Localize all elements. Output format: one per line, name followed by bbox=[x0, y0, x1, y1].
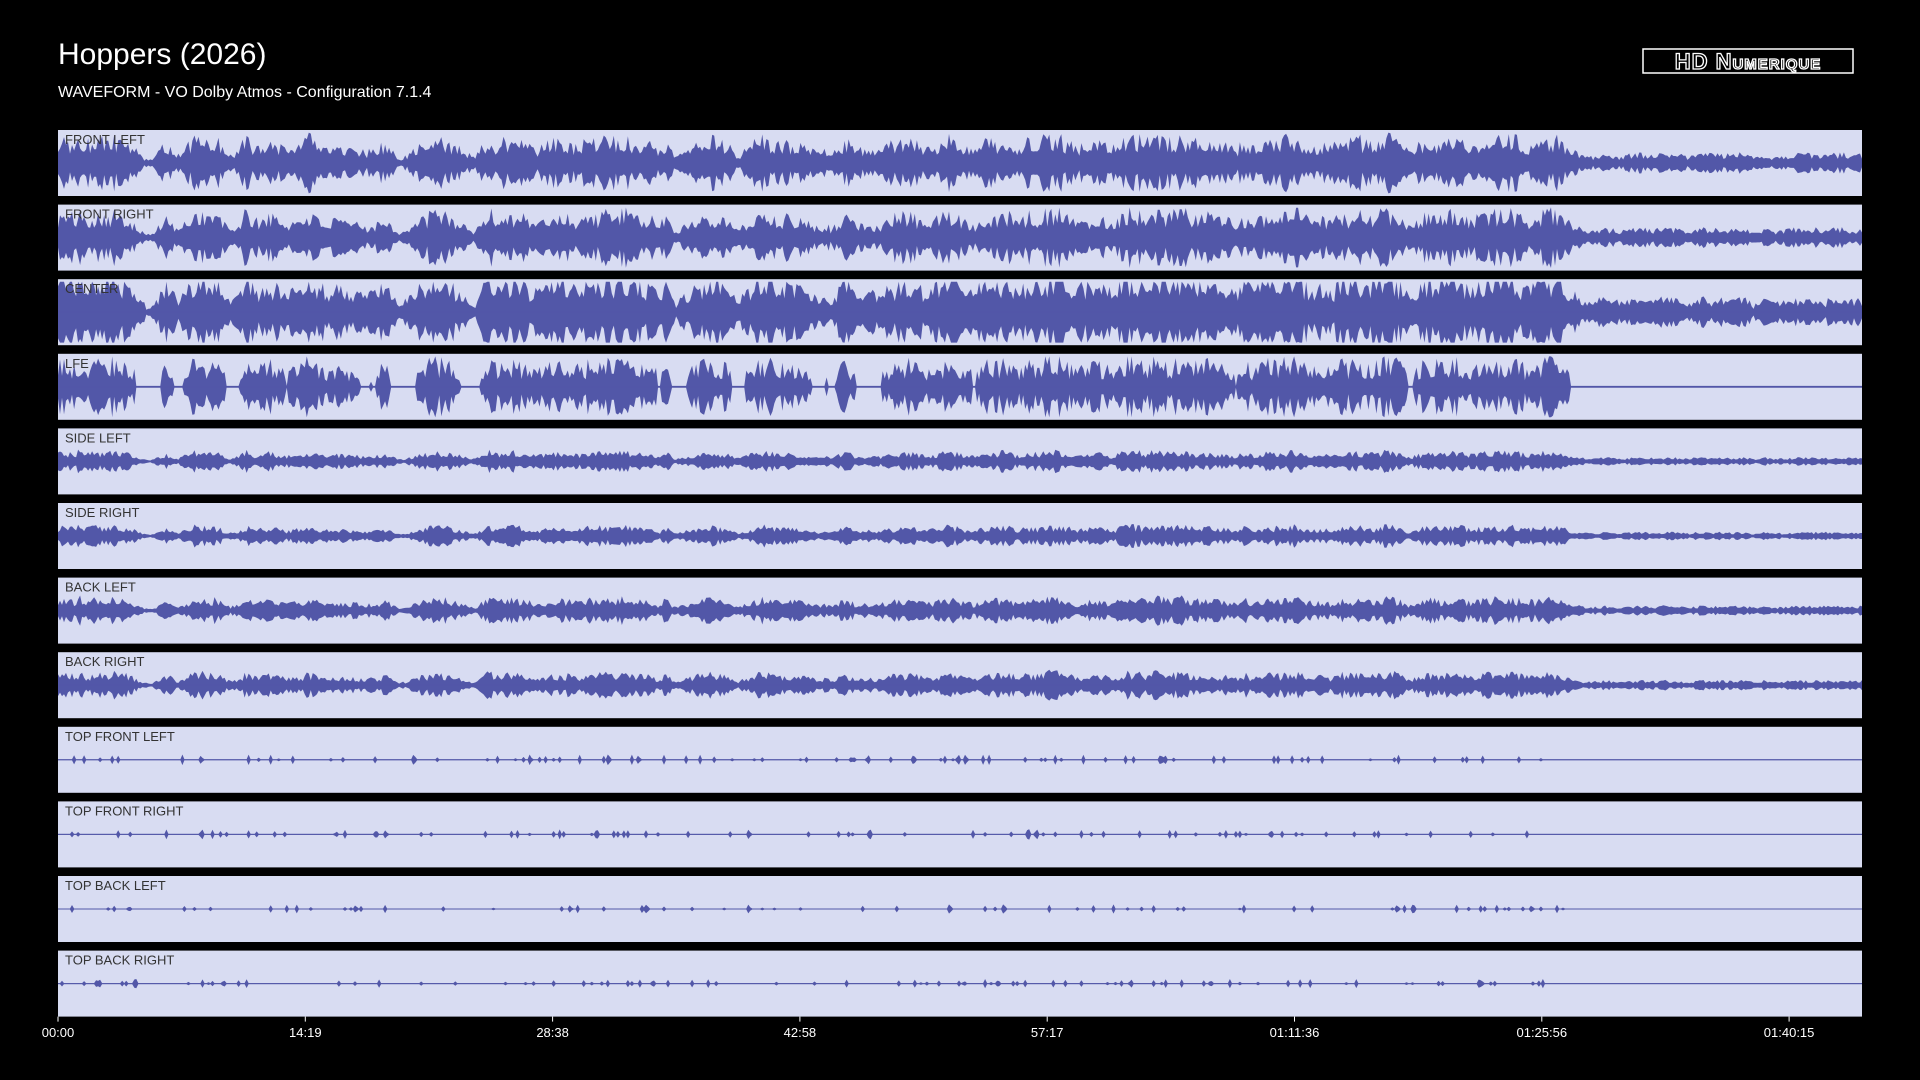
time-label: 00:00 bbox=[42, 1025, 75, 1040]
channel-label: LFE bbox=[65, 356, 89, 371]
time-label: 14:19 bbox=[289, 1025, 322, 1040]
channel-label: TOP FRONT RIGHT bbox=[65, 803, 184, 818]
channel-label: BACK RIGHT bbox=[65, 654, 145, 669]
subtitle: WAVEFORM - VO Dolby Atmos - Configuratio… bbox=[58, 84, 432, 101]
time-label: 28:38 bbox=[536, 1025, 569, 1040]
channel-label: TOP BACK LEFT bbox=[65, 878, 166, 893]
channel-label: TOP BACK RIGHT bbox=[65, 953, 174, 968]
channel-label: TOP FRONT LEFT bbox=[65, 729, 175, 744]
time-label: 01:25:56 bbox=[1516, 1025, 1567, 1040]
channel-label: SIDE LEFT bbox=[65, 430, 131, 445]
time-label: 57:17 bbox=[1031, 1025, 1064, 1040]
channel-label: FRONT LEFT bbox=[65, 132, 145, 147]
logo: HD Numerique bbox=[1675, 49, 1822, 74]
channel-label: FRONT RIGHT bbox=[65, 207, 154, 222]
channel-label: BACK LEFT bbox=[65, 580, 136, 595]
channel-label: SIDE RIGHT bbox=[65, 505, 139, 520]
title: Hoppers (2026) bbox=[58, 38, 266, 71]
channel-label: CENTER bbox=[65, 281, 118, 296]
time-label: 01:11:36 bbox=[1270, 1025, 1320, 1040]
logo-frame bbox=[1642, 48, 1854, 74]
time-label: 01:40:15 bbox=[1764, 1025, 1815, 1040]
time-label: 42:58 bbox=[784, 1025, 817, 1040]
